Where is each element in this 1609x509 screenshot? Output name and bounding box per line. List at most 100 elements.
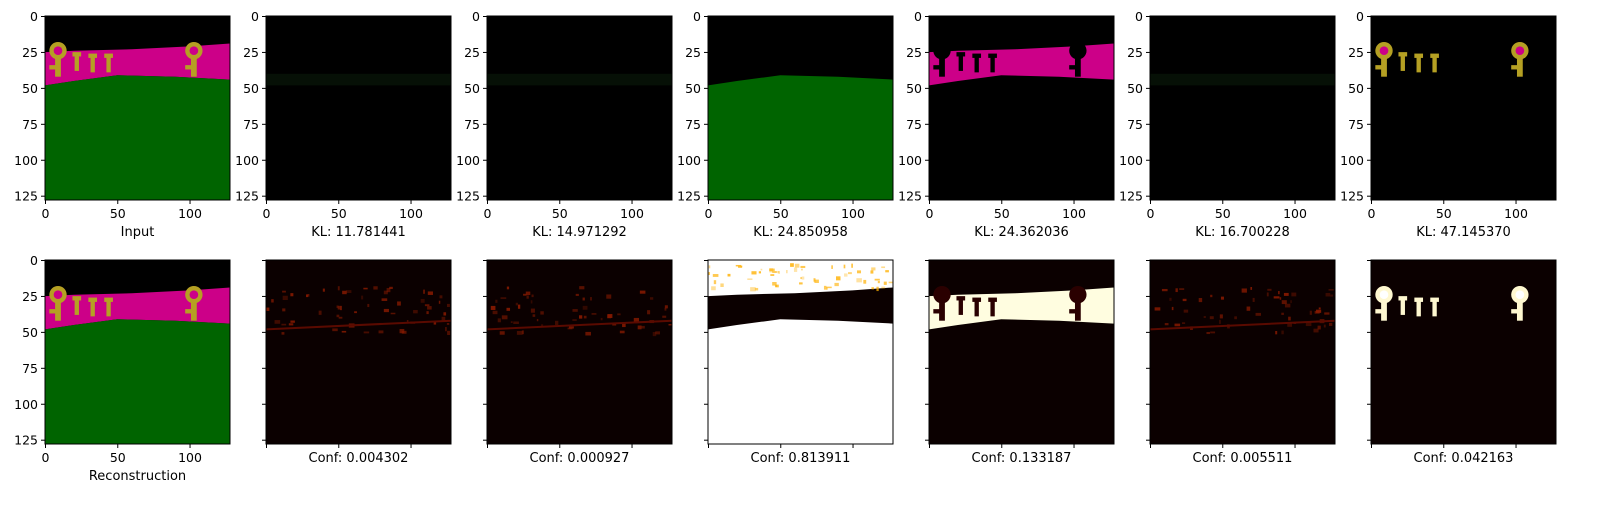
speckle-16	[826, 287, 828, 290]
xtick-label: 100	[1283, 206, 1307, 221]
xtick-label: 50	[773, 206, 789, 221]
speckle-18	[445, 327, 447, 332]
speckle-11	[582, 297, 585, 301]
speckle-32	[345, 290, 352, 294]
panel-image	[265, 15, 452, 201]
ytick-label: 50	[1127, 81, 1143, 96]
speckle-48	[266, 307, 270, 311]
ytick-label: 50	[464, 81, 480, 96]
key-1	[958, 53, 963, 71]
key-head-1	[72, 296, 82, 301]
speckle-2	[591, 313, 597, 315]
panel-r0-c3: 0 50 100 0 25 50 75 100 125 KL: 24.850958	[677, 9, 894, 240]
speckle-42	[1175, 288, 1178, 293]
speckle-58	[579, 315, 583, 319]
speckle-25	[1267, 288, 1272, 291]
speckle-49	[1266, 292, 1269, 297]
ytick-label: 125	[1119, 189, 1143, 204]
key-tooth-4	[1069, 65, 1077, 70]
speckle-30	[607, 314, 613, 318]
key-mask	[1375, 286, 1529, 321]
speckle-0	[515, 302, 519, 306]
speckle-27	[1318, 307, 1321, 310]
speckle-44	[506, 307, 511, 311]
ytick-label: 25	[685, 45, 701, 60]
speckle-33	[363, 331, 370, 334]
speckle-42	[516, 330, 523, 335]
key-head-3	[1430, 53, 1439, 58]
key-hole-4	[1515, 46, 1525, 56]
speckle-20	[342, 290, 347, 295]
xtick-label: 50	[1215, 206, 1231, 221]
ytick-label: 100	[898, 153, 922, 168]
ytick-label: 0	[251, 9, 259, 24]
speckle-41	[881, 266, 886, 269]
panel-caption: Conf: 0.813911	[751, 451, 851, 466]
key-hole-4	[189, 46, 199, 56]
speckle-39	[844, 273, 848, 277]
speckle-32	[495, 299, 498, 303]
speckle-4	[664, 305, 668, 309]
key-3	[990, 299, 995, 317]
key-3	[1432, 299, 1437, 317]
speckle-15	[1203, 316, 1206, 318]
speckle-34	[1278, 290, 1280, 295]
speckle-6	[1174, 323, 1181, 327]
speckle-12	[1209, 316, 1214, 320]
speckle-23	[413, 310, 418, 314]
ytick-label: 0	[1356, 9, 1364, 24]
speckle-55	[530, 308, 535, 313]
speckle-27	[446, 323, 450, 325]
speckle-59	[727, 273, 731, 277]
key-head-1	[72, 52, 82, 57]
panel-frame	[928, 259, 1115, 445]
panel-r1-c2: Conf: 0.000927	[483, 259, 673, 466]
ytick-label: 75	[243, 117, 259, 132]
key-head-1	[1398, 296, 1408, 301]
key-2	[974, 55, 979, 73]
ground	[45, 319, 230, 444]
speckle-11	[856, 278, 862, 283]
key-1	[1400, 53, 1405, 71]
key-2	[1416, 55, 1421, 73]
speckle-49	[633, 317, 640, 322]
key-head-2	[88, 53, 98, 58]
xtick-label: 0	[484, 206, 492, 221]
speckle-47	[1171, 306, 1174, 311]
panel-image	[1149, 15, 1336, 201]
speckle-44	[769, 268, 774, 273]
panel-caption: Conf: 0.042163	[1414, 451, 1514, 466]
key-2	[90, 55, 95, 73]
panel-r1-c0: 0 50 100 0 25 50 75 100 125 Reconstruction	[14, 253, 231, 484]
speckle-21	[1220, 296, 1224, 300]
speckle-38	[843, 264, 846, 269]
speckle-18	[738, 265, 743, 268]
key-shaft-0	[1381, 56, 1387, 77]
panel-frame	[707, 259, 894, 445]
speckle-2	[1210, 294, 1213, 298]
panel-image	[1149, 259, 1336, 445]
speckle-30	[354, 311, 357, 314]
speckle-46	[401, 330, 407, 334]
background	[929, 16, 1114, 200]
background	[1371, 16, 1556, 200]
panel-frame	[1370, 15, 1557, 201]
xtick-label: 50	[994, 206, 1010, 221]
panel-caption: Conf: 0.004302	[309, 451, 409, 466]
xtick-label: 50	[552, 206, 568, 221]
ytick-label: 100	[14, 397, 38, 412]
speckle-53	[1241, 288, 1247, 293]
speckle-6	[582, 305, 588, 310]
speckle-3	[433, 321, 437, 325]
panel-image	[707, 15, 894, 201]
speckle-55	[720, 283, 724, 287]
ytick-label: 100	[1340, 153, 1364, 168]
speckle-1	[754, 287, 759, 291]
speckle-31	[1316, 309, 1322, 313]
key-4	[1069, 42, 1087, 60]
speckle-52	[397, 301, 401, 306]
background	[266, 16, 451, 200]
speckle-15	[823, 285, 827, 290]
edge-line	[1150, 319, 1335, 331]
speckle-54	[1182, 298, 1187, 302]
